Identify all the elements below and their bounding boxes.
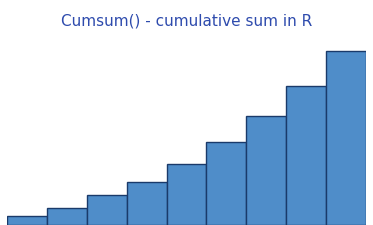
Bar (167, 164, 206, 225)
Bar (246, 116, 286, 225)
Bar (326, 51, 366, 225)
Bar (127, 182, 167, 225)
Bar (286, 86, 326, 225)
Bar (206, 142, 246, 225)
Bar (87, 195, 127, 225)
Bar (47, 208, 87, 225)
Bar (7, 216, 47, 225)
Title: Cumsum() - cumulative sum in R: Cumsum() - cumulative sum in R (61, 14, 312, 28)
